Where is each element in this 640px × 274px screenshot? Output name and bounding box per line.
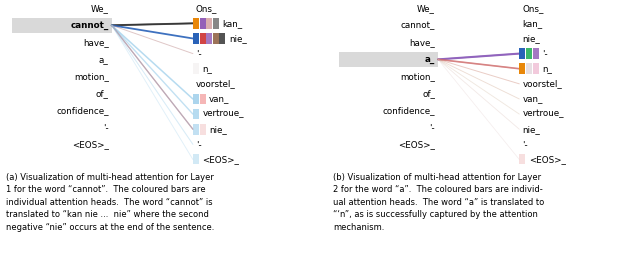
Text: cannot_: cannot_ (70, 21, 109, 30)
Text: <EOS>_: <EOS>_ (529, 155, 566, 164)
Text: (a) Visualization of multi-head attention for Layer
1 for the word “cannot”.  Th: (a) Visualization of multi-head attentio… (6, 173, 215, 232)
Text: cannot_: cannot_ (401, 21, 435, 30)
Bar (200, 124, 205, 135)
Text: motion_: motion_ (74, 72, 109, 81)
Bar (212, 33, 219, 44)
Text: Ons_: Ons_ (196, 4, 217, 13)
Text: Ons_: Ons_ (522, 4, 543, 13)
Text: '-: '- (103, 123, 109, 132)
Bar (200, 18, 205, 29)
Text: We_: We_ (91, 4, 109, 13)
Bar (519, 63, 525, 74)
Text: '-: '- (196, 140, 202, 149)
Bar (526, 63, 532, 74)
Bar (206, 18, 212, 29)
Text: (b) Visualization of multi-head attention for Layer
2 for the word “a”.  The col: (b) Visualization of multi-head attentio… (333, 173, 544, 232)
Bar (200, 33, 205, 44)
Text: vertroue_: vertroue_ (202, 110, 244, 119)
Bar (193, 154, 199, 165)
Text: van_: van_ (522, 95, 543, 104)
Text: voorstel_: voorstel_ (196, 79, 236, 88)
Text: a_: a_ (425, 55, 435, 64)
Text: '-: '- (542, 49, 548, 58)
Text: voorstel_: voorstel_ (522, 79, 562, 88)
Text: nie_: nie_ (209, 125, 227, 134)
Bar (200, 94, 205, 104)
Bar (206, 33, 212, 44)
Bar (193, 94, 199, 104)
Text: van_: van_ (209, 95, 230, 104)
Bar (220, 33, 225, 44)
Bar (526, 48, 532, 59)
Text: confidence_: confidence_ (383, 106, 435, 115)
FancyBboxPatch shape (339, 52, 438, 67)
Text: nie_: nie_ (522, 125, 540, 134)
Text: of_: of_ (422, 89, 435, 98)
Text: kan_: kan_ (522, 19, 543, 28)
Text: have_: have_ (83, 38, 109, 47)
Text: <EOS>_: <EOS>_ (398, 140, 435, 149)
Text: have_: have_ (410, 38, 435, 47)
FancyBboxPatch shape (12, 18, 112, 33)
Bar (193, 18, 199, 29)
Text: nie_: nie_ (522, 34, 540, 43)
Bar (193, 63, 199, 74)
Text: motion_: motion_ (400, 72, 435, 81)
Text: We_: We_ (417, 4, 435, 13)
Bar (532, 48, 539, 59)
Text: <EOS>_: <EOS>_ (72, 140, 109, 149)
Text: kan_: kan_ (222, 19, 243, 28)
Text: vertroue_: vertroue_ (522, 110, 564, 119)
Bar (193, 33, 199, 44)
Text: nie_: nie_ (229, 34, 247, 43)
Text: of_: of_ (96, 89, 109, 98)
Bar (193, 109, 199, 119)
Bar (193, 124, 199, 135)
Text: '-: '- (522, 140, 528, 149)
Bar (519, 154, 525, 165)
Text: n_: n_ (202, 64, 212, 73)
Text: a_: a_ (99, 55, 109, 64)
Text: confidence_: confidence_ (56, 106, 109, 115)
Text: n_: n_ (542, 64, 552, 73)
Bar (212, 18, 219, 29)
Text: '-: '- (196, 49, 202, 58)
Bar (532, 63, 539, 74)
Text: '-: '- (429, 123, 435, 132)
Text: <EOS>_: <EOS>_ (202, 155, 239, 164)
Bar (519, 48, 525, 59)
